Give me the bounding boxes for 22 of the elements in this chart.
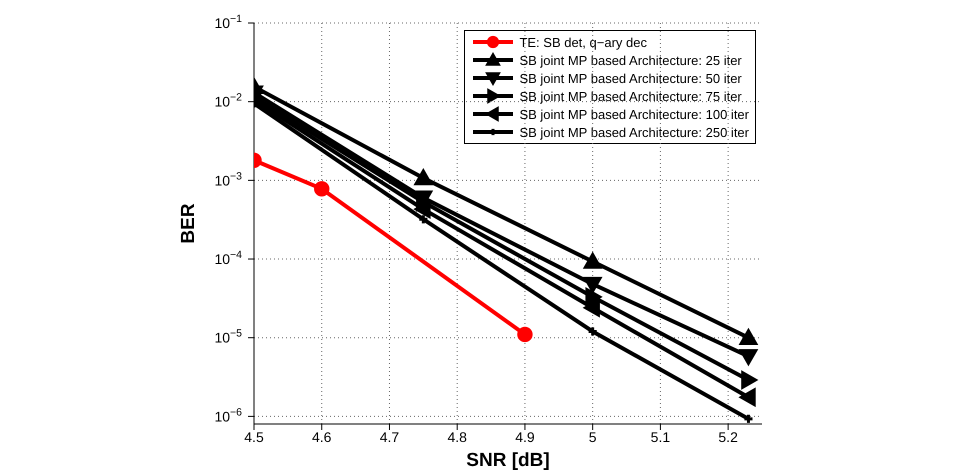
legend-label: SB joint MP based Architecture: 100 iter — [519, 106, 749, 122]
x-axis-title: SNR [dB] — [466, 450, 550, 471]
y-tick-label: 10$^{−5}$ — [214, 328, 242, 346]
x-tick-label: 4.9 — [515, 428, 535, 445]
y-axis-title: BER — [178, 203, 199, 244]
x-tick-label: 4.6 — [312, 428, 332, 445]
y-tick-label: 10$^{−4}$ — [214, 249, 242, 268]
x-tick-label: 5 — [588, 428, 597, 445]
x-tick-label: 5.1 — [650, 428, 670, 445]
legend-label: SB joint MP based Architecture: 25 iter — [519, 52, 742, 68]
legend-label: SB joint MP based Architecture: 50 iter — [519, 70, 742, 86]
y-tick-label: 10$^{−6}$ — [214, 406, 242, 424]
x-tick-label: 4.8 — [447, 428, 468, 445]
x-tick-label: 4.7 — [380, 428, 400, 445]
y-tick-label: 10$^{−1}$ — [214, 13, 242, 31]
y-tick-label: 10$^{−3}$ — [214, 170, 242, 188]
y-tick-label: 10$^{−2}$ — [214, 92, 242, 110]
x-tick-label: 5.2 — [718, 428, 738, 445]
x-tick-label: 4.5 — [244, 428, 264, 445]
legend-label: SB joint MP based Architecture: 250 iter — [519, 124, 749, 140]
legend-label: TE: SB det, q−ary dec — [519, 34, 647, 50]
legend-label: SB joint MP based Architecture: 75 iter — [519, 88, 742, 104]
